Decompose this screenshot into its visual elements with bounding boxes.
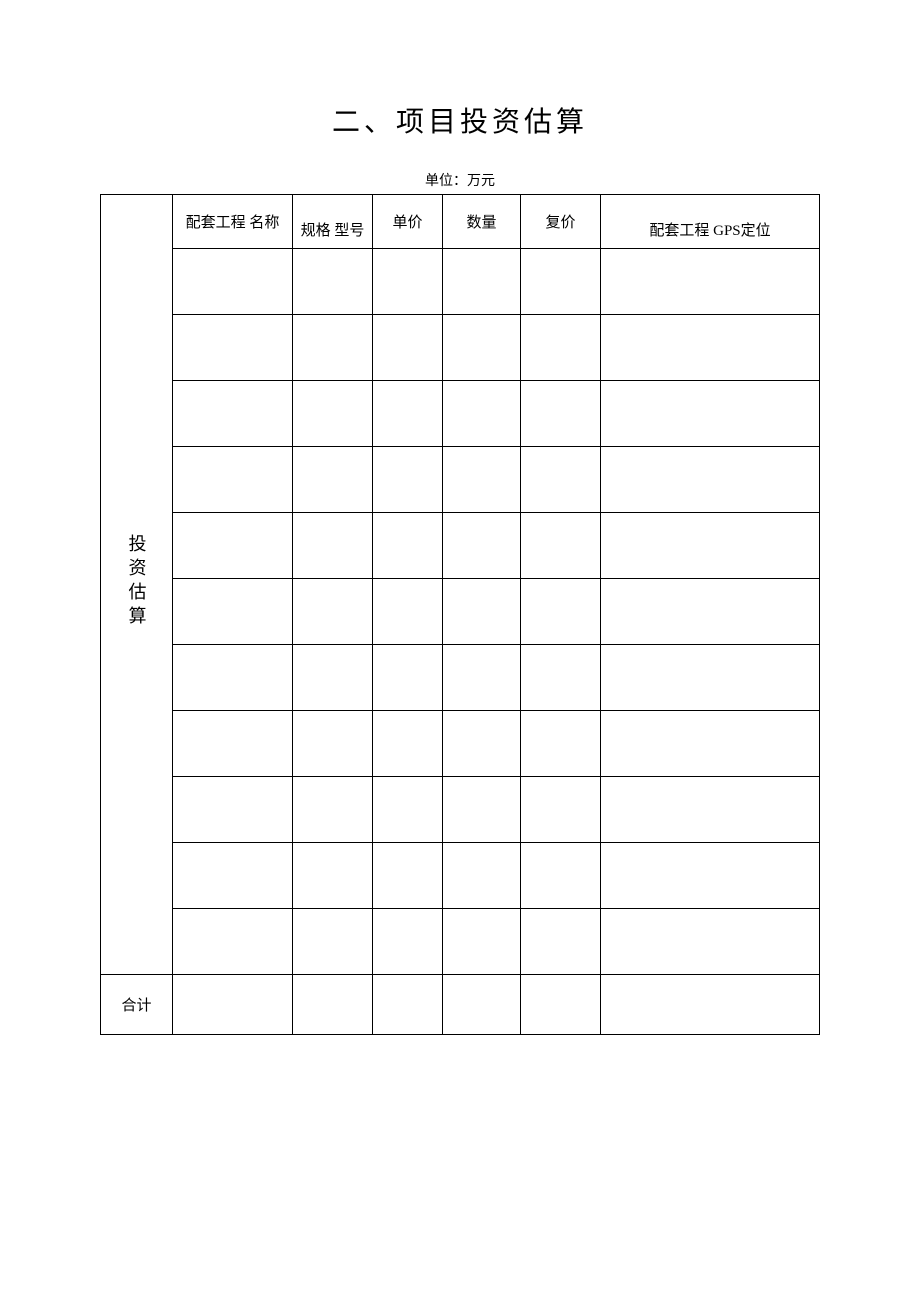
cell <box>293 249 373 315</box>
cell <box>373 315 443 381</box>
cell <box>521 711 601 777</box>
unit-label: 单位：万元 <box>100 170 820 190</box>
cell <box>521 843 601 909</box>
column-header: 复价 <box>521 195 601 249</box>
table-row <box>101 249 820 315</box>
table-row <box>101 447 820 513</box>
cell <box>293 975 373 1035</box>
cell <box>601 513 820 579</box>
cell <box>173 975 293 1035</box>
table-header-row: 投资估算 配套工程 名称 规格 型号 单价 数量 复价 配套工程 GPS定位 <box>101 195 820 249</box>
row-group-label-cell: 投资估算 <box>101 195 173 975</box>
cell <box>173 909 293 975</box>
table-row <box>101 381 820 447</box>
table-row <box>101 579 820 645</box>
column-header: 配套工程 名称 <box>173 195 293 249</box>
cell <box>601 381 820 447</box>
cell <box>293 711 373 777</box>
cell <box>443 249 521 315</box>
cell <box>601 777 820 843</box>
cell <box>373 447 443 513</box>
cell <box>173 315 293 381</box>
cell <box>601 843 820 909</box>
document-page: 二、项目投资估算 单位：万元 投资估算 配套工程 名称 规格 型号 单价 数量 … <box>0 0 920 1035</box>
cell <box>443 711 521 777</box>
cell <box>521 447 601 513</box>
cell <box>293 447 373 513</box>
cell <box>173 645 293 711</box>
investment-table: 投资估算 配套工程 名称 规格 型号 单价 数量 复价 配套工程 GPS定位 合… <box>100 194 820 1035</box>
cell <box>521 975 601 1035</box>
column-header: 配套工程 GPS定位 <box>601 195 820 249</box>
cell <box>373 843 443 909</box>
cell <box>521 909 601 975</box>
cell <box>293 909 373 975</box>
cell <box>173 447 293 513</box>
cell <box>443 909 521 975</box>
cell <box>293 315 373 381</box>
cell <box>373 777 443 843</box>
cell <box>373 249 443 315</box>
cell <box>601 975 820 1035</box>
table-row <box>101 513 820 579</box>
cell <box>373 711 443 777</box>
table-row <box>101 843 820 909</box>
page-title: 二、项目投资估算 <box>100 100 820 140</box>
row-group-label: 投资估算 <box>124 534 150 630</box>
cell <box>521 249 601 315</box>
cell <box>373 645 443 711</box>
column-header: 规格 型号 <box>293 195 373 249</box>
cell <box>173 711 293 777</box>
cell <box>173 777 293 843</box>
cell <box>443 579 521 645</box>
cell <box>521 381 601 447</box>
cell <box>521 579 601 645</box>
table-row <box>101 777 820 843</box>
cell <box>601 711 820 777</box>
cell <box>293 579 373 645</box>
cell <box>443 843 521 909</box>
cell <box>601 579 820 645</box>
cell <box>443 645 521 711</box>
cell <box>173 381 293 447</box>
column-header: 数量 <box>443 195 521 249</box>
table-total-row: 合计 <box>101 975 820 1035</box>
cell <box>601 249 820 315</box>
table-row <box>101 909 820 975</box>
cell <box>443 447 521 513</box>
cell <box>521 777 601 843</box>
cell <box>373 909 443 975</box>
cell <box>443 513 521 579</box>
cell <box>443 777 521 843</box>
cell <box>601 315 820 381</box>
table-row <box>101 315 820 381</box>
cell <box>293 843 373 909</box>
cell <box>293 513 373 579</box>
cell <box>443 381 521 447</box>
cell <box>373 381 443 447</box>
cell <box>293 777 373 843</box>
cell <box>293 645 373 711</box>
cell <box>373 513 443 579</box>
cell <box>293 381 373 447</box>
cell <box>373 579 443 645</box>
cell <box>173 579 293 645</box>
table-row <box>101 645 820 711</box>
cell <box>601 645 820 711</box>
total-label: 合计 <box>101 975 173 1035</box>
cell <box>443 315 521 381</box>
cell <box>521 513 601 579</box>
cell <box>173 249 293 315</box>
table-row <box>101 711 820 777</box>
cell <box>443 975 521 1035</box>
cell <box>173 843 293 909</box>
cell <box>521 315 601 381</box>
cell <box>601 909 820 975</box>
column-header: 单价 <box>373 195 443 249</box>
cell <box>373 975 443 1035</box>
cell <box>173 513 293 579</box>
cell <box>601 447 820 513</box>
cell <box>521 645 601 711</box>
